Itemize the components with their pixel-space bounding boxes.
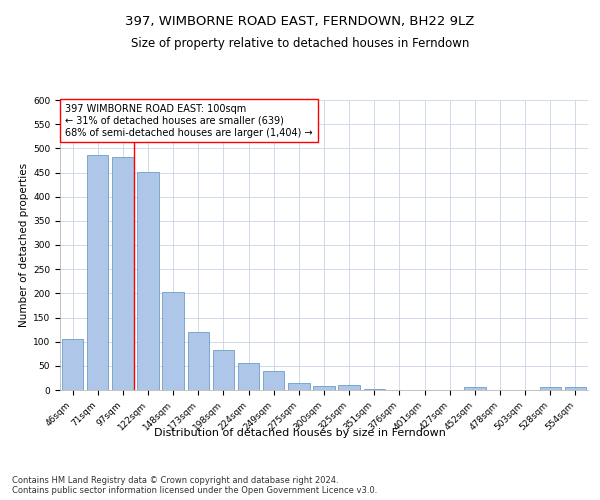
Bar [539,386,561,390]
Bar [338,384,360,390]
Bar [213,350,234,390]
Bar [112,156,134,390]
Bar [565,387,586,390]
Bar [62,339,83,390]
Text: 397, WIMBORNE ROAD EAST, FERNDOWN, BH22 9LZ: 397, WIMBORNE ROAD EAST, FERNDOWN, BH22 … [125,15,475,28]
Bar [137,172,158,390]
Text: 397 WIMBORNE ROAD EAST: 100sqm
← 31% of detached houses are smaller (639)
68% of: 397 WIMBORNE ROAD EAST: 100sqm ← 31% of … [65,104,313,138]
Bar [263,370,284,390]
Bar [238,364,259,390]
Bar [188,332,209,390]
Bar [313,386,335,390]
Bar [464,387,485,390]
Bar [288,383,310,390]
Bar [364,388,385,390]
Text: Distribution of detached houses by size in Ferndown: Distribution of detached houses by size … [154,428,446,438]
Bar [163,292,184,390]
Bar [87,154,109,390]
Text: Contains HM Land Registry data © Crown copyright and database right 2024.
Contai: Contains HM Land Registry data © Crown c… [12,476,377,495]
Y-axis label: Number of detached properties: Number of detached properties [19,163,29,327]
Text: Size of property relative to detached houses in Ferndown: Size of property relative to detached ho… [131,38,469,51]
